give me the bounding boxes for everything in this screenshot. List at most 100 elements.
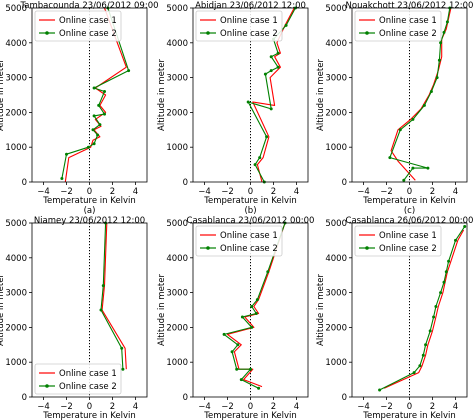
y-tick-label: 0 bbox=[183, 178, 188, 188]
y-tick-label: 3000 bbox=[5, 74, 27, 84]
data-point bbox=[92, 142, 96, 146]
x-tick-label: 2 bbox=[271, 187, 276, 197]
data-point bbox=[230, 350, 234, 354]
y-tick-label: 4000 bbox=[5, 254, 27, 264]
x-tick-label: 0 bbox=[87, 402, 92, 412]
panel-a: −4 −2 0 2 4 0 1000 2000 3000 4000 5000Tambacounda … bbox=[0, 1, 159, 216]
data-point bbox=[442, 30, 446, 34]
legend-label: Online case 1 bbox=[59, 369, 117, 379]
legend-label: Online case 2 bbox=[220, 244, 278, 254]
panel-letter: (b) bbox=[244, 206, 256, 216]
legend: Online case 1 Online case 2 bbox=[34, 363, 122, 395]
data-point bbox=[398, 128, 402, 132]
y-tick-label: 5000 bbox=[325, 219, 347, 229]
y-tick-label: 2000 bbox=[5, 323, 27, 333]
data-point bbox=[249, 367, 252, 371]
data-point bbox=[239, 378, 243, 382]
x-tick-label: 2 bbox=[110, 187, 115, 197]
data-point bbox=[60, 177, 64, 180]
data-point bbox=[250, 325, 254, 329]
y-tick-label: 5000 bbox=[325, 4, 347, 14]
series-line-2 bbox=[100, 222, 124, 370]
panel-letter: (c) bbox=[404, 206, 415, 216]
y-tick-label: 4000 bbox=[5, 39, 27, 49]
y-tick-label: 1000 bbox=[325, 358, 347, 368]
y-tick-label: 4000 bbox=[325, 39, 347, 49]
data-point bbox=[418, 364, 422, 368]
data-point bbox=[103, 112, 106, 116]
legend-marker bbox=[365, 246, 369, 250]
data-point bbox=[265, 135, 269, 139]
data-point bbox=[434, 305, 438, 308]
y-tick-label: 5000 bbox=[5, 4, 27, 14]
x-tick-label: −2 bbox=[60, 402, 73, 412]
data-point bbox=[442, 280, 446, 284]
y-axis-label: Altitude in meter bbox=[316, 274, 326, 346]
legend-box bbox=[34, 10, 122, 42]
data-point bbox=[276, 51, 280, 55]
panel-d: −4 −2 0 2 4 0 1000 2000 3000 4000 5000 Niamey 23/06… bbox=[0, 216, 148, 420]
legend: Online case 1 Online case 2 bbox=[195, 10, 283, 42]
data-point bbox=[412, 371, 416, 375]
series-line-2 bbox=[247, 7, 296, 183]
data-point bbox=[435, 76, 439, 80]
x-axis-label: Temperature in Kelvin bbox=[42, 196, 136, 206]
data-point bbox=[266, 270, 270, 274]
x-tick-label: −4 bbox=[198, 187, 211, 197]
data-point bbox=[463, 225, 467, 228]
legend: Online case 1 Online case 2 bbox=[354, 225, 442, 257]
legend-label: Online case 1 bbox=[220, 231, 278, 241]
panel-letter: (a) bbox=[84, 206, 96, 216]
panel-title: Niamey 23/06/2012 12:00 bbox=[34, 216, 145, 226]
data-point bbox=[424, 343, 428, 347]
y-tick-label: 4000 bbox=[325, 254, 347, 264]
x-tick-label: 0 bbox=[248, 187, 253, 197]
x-tick-label: −2 bbox=[380, 187, 393, 197]
data-point bbox=[269, 107, 273, 111]
legend-marker bbox=[45, 384, 49, 388]
data-point bbox=[426, 166, 430, 170]
x-tick-label: 4 bbox=[133, 402, 138, 412]
data-point bbox=[439, 291, 443, 295]
data-point bbox=[235, 367, 239, 371]
y-axis-label: Altitude in meter bbox=[157, 59, 167, 131]
legend: Online case 1 Online case 2 bbox=[195, 225, 283, 257]
data-point bbox=[253, 163, 257, 167]
data-point bbox=[411, 117, 415, 121]
x-tick-label: −4 bbox=[357, 187, 370, 197]
data-point bbox=[429, 90, 433, 93]
data-point bbox=[99, 308, 103, 312]
data-point bbox=[444, 270, 448, 274]
panel-title: Casablanca 26/06/2012 00:00 bbox=[346, 216, 474, 226]
data-point bbox=[98, 123, 102, 127]
data-point bbox=[454, 238, 457, 242]
legend-label: Online case 1 bbox=[220, 16, 278, 26]
x-tick-label: 0 bbox=[407, 187, 412, 197]
x-tick-label: 4 bbox=[133, 187, 138, 197]
x-tick-label: −2 bbox=[60, 187, 73, 197]
data-point bbox=[276, 65, 280, 69]
y-tick-label: 4000 bbox=[166, 254, 188, 264]
legend-label: Online case 2 bbox=[220, 29, 278, 39]
y-tick-label: 0 bbox=[22, 178, 27, 188]
y-tick-label: 5000 bbox=[166, 4, 188, 14]
legend-label: Online case 1 bbox=[379, 231, 437, 241]
data-point bbox=[388, 156, 392, 160]
legend: Online case 1 Online case 2 bbox=[354, 10, 442, 42]
data-point bbox=[127, 69, 131, 73]
series-line-2 bbox=[389, 7, 451, 181]
data-point bbox=[222, 332, 226, 336]
legend-label: Online case 2 bbox=[59, 29, 117, 39]
data-point bbox=[411, 166, 415, 170]
y-tick-label: 2000 bbox=[5, 108, 27, 118]
legend-marker bbox=[206, 31, 210, 35]
y-tick-label: 1000 bbox=[166, 358, 188, 368]
data-point bbox=[121, 367, 125, 371]
series-line-2 bbox=[379, 226, 466, 391]
legend: Online case 1 Online case 2 bbox=[34, 10, 122, 42]
panel-title: Casablanca 23/06/2012 00:00 bbox=[187, 216, 315, 226]
series-line-1 bbox=[390, 7, 452, 181]
data-point bbox=[236, 343, 240, 347]
